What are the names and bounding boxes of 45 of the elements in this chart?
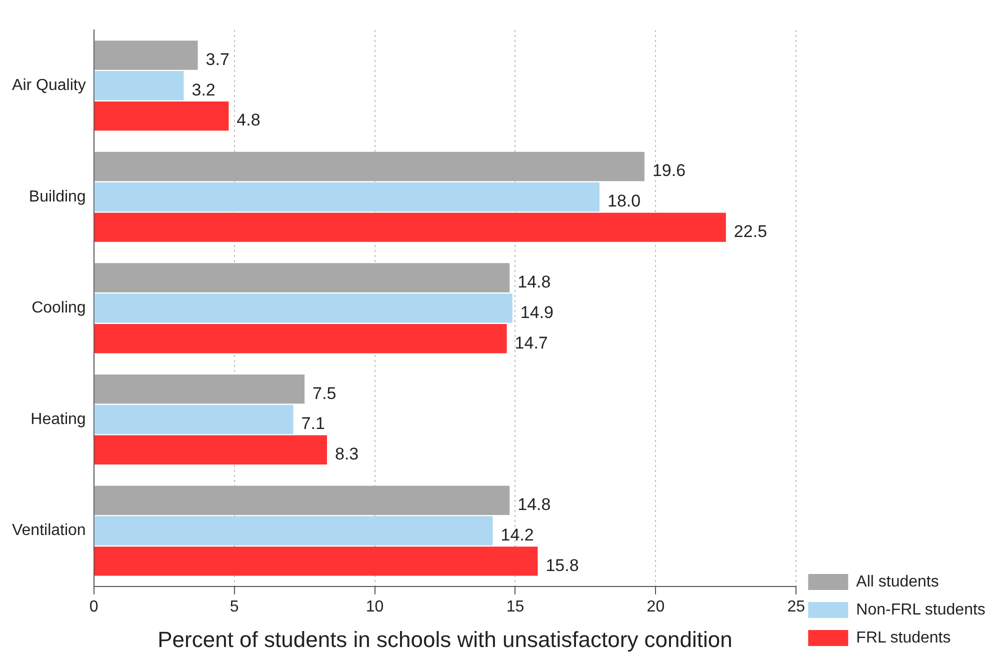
x-tick-label: 25	[787, 598, 806, 616]
bar	[94, 374, 305, 404]
bar	[94, 182, 600, 212]
x-tick-label: 10	[366, 598, 384, 616]
data-label: 15.8	[546, 556, 579, 575]
bar	[94, 404, 294, 434]
data-label: 19.6	[652, 161, 686, 180]
y-tick-label: Ventilation	[12, 522, 86, 540]
bar	[94, 435, 328, 464]
bar	[94, 294, 512, 323]
y-tick-label: Building	[28, 188, 86, 206]
bar	[94, 40, 198, 70]
data-label: 14.9	[520, 302, 554, 322]
data-label: 14.8	[518, 495, 551, 514]
data-label: 14.7	[514, 333, 548, 352]
data-label: 7.1	[301, 414, 325, 434]
bar	[94, 516, 493, 546]
data-label: 3.7	[206, 50, 230, 69]
bar	[94, 546, 538, 576]
data-label: 22.5	[734, 222, 768, 242]
x-tick-label: 20	[646, 598, 665, 616]
bar	[94, 263, 510, 292]
legend-label: Non-FRL students	[856, 601, 986, 618]
data-label: 14.2	[500, 525, 534, 544]
data-label: 8.3	[335, 444, 359, 464]
bar	[94, 71, 184, 100]
x-tick-label: 5	[230, 598, 239, 616]
bar	[94, 101, 229, 131]
y-tick-label: Air Quality	[12, 77, 86, 94]
legend-label: FRL students	[856, 629, 951, 646]
x-tick-label: 0	[89, 598, 98, 616]
bar	[94, 152, 644, 182]
y-tick-label: Heating	[30, 410, 86, 428]
data-label: 18.0	[608, 192, 641, 211]
legend-label: All students	[856, 573, 939, 590]
bar	[94, 324, 507, 354]
bar	[94, 486, 510, 515]
data-label: 14.8	[518, 272, 551, 292]
x-axis-title: Percent of students in schools with unsatisfactory condition	[158, 626, 732, 652]
data-label: 4.8	[236, 110, 260, 130]
data-label: 7.5	[312, 384, 336, 403]
y-tick-label: Cooling	[32, 300, 86, 317]
x-tick-label: 15	[506, 598, 524, 616]
bar	[94, 212, 726, 242]
data-label: 3.2	[192, 80, 216, 100]
